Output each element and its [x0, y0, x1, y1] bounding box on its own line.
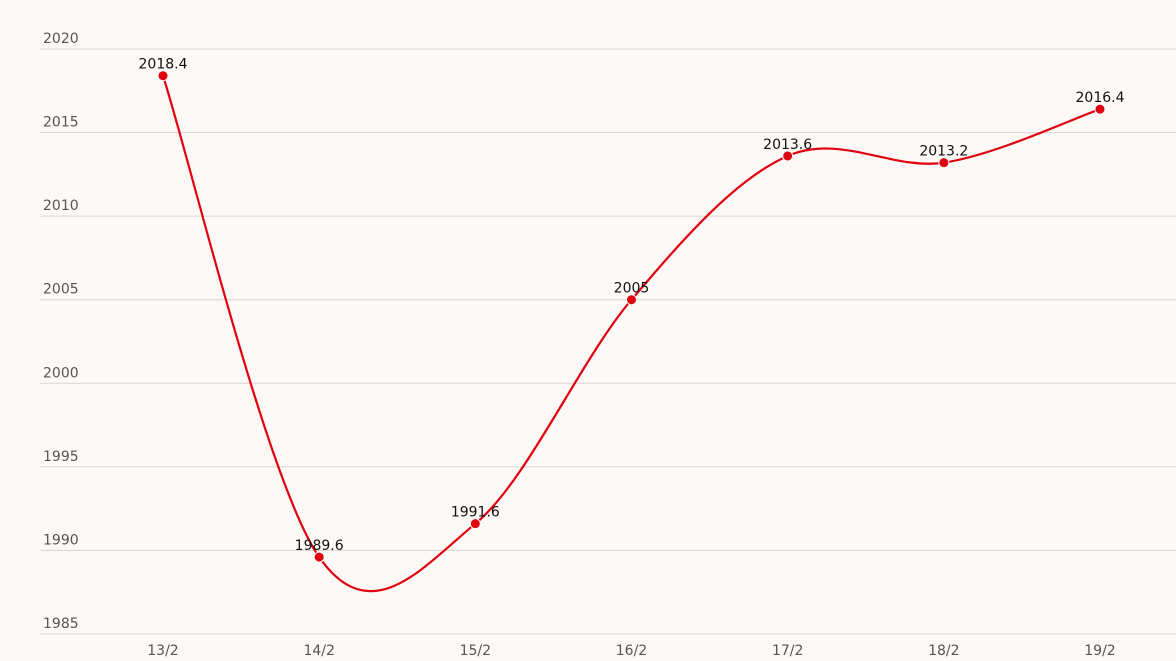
- x-tick-label: 15/2: [460, 643, 491, 659]
- y-tick-label: 1990: [43, 532, 79, 548]
- value-label: 2018.4: [139, 57, 188, 73]
- y-tick-label: 2010: [43, 198, 79, 214]
- y-tick-label: 1985: [43, 616, 79, 632]
- value-label: 2005: [614, 281, 650, 297]
- y-tick-label: 2000: [43, 365, 79, 381]
- y-tick-label: 2020: [43, 31, 79, 47]
- x-tick-label: 19/2: [1084, 643, 1115, 659]
- x-tick-label: 13/2: [147, 643, 178, 659]
- value-label: 2013.2: [919, 144, 968, 160]
- point: [157, 70, 169, 82]
- point: [938, 157, 950, 169]
- point: [1094, 103, 1106, 115]
- line: [161, 75, 1101, 593]
- value-label: 2016.4: [1076, 90, 1125, 106]
- point: [626, 294, 637, 306]
- x-tick-label: 16/2: [616, 643, 647, 659]
- point: [782, 150, 794, 162]
- y-tick-label: 2005: [43, 282, 79, 298]
- x-tick-label: 14/2: [303, 643, 334, 659]
- y-tick-label: 2015: [43, 115, 79, 131]
- value-label: 1991.6: [451, 505, 500, 521]
- x-tick-label: 18/2: [928, 643, 959, 659]
- value-label: 1989.6: [295, 538, 344, 554]
- value-label: 2013.6: [763, 137, 812, 153]
- x-tick-label: 17/2: [772, 643, 803, 659]
- y-tick-label: 1995: [43, 449, 79, 465]
- point: [469, 518, 481, 530]
- point: [313, 551, 325, 563]
